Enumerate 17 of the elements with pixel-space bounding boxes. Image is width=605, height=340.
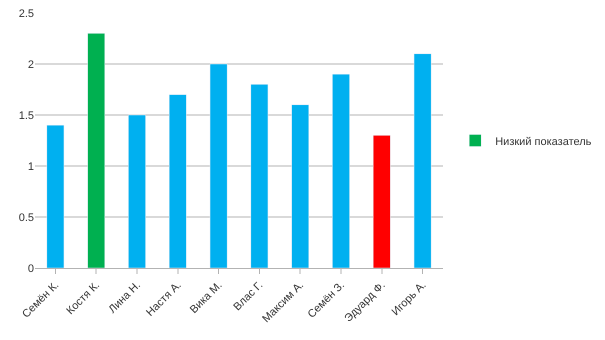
bar (210, 64, 228, 268)
bar (46, 124, 64, 268)
y-tick-label: 1 (28, 160, 34, 173)
bar (250, 84, 268, 268)
bar (414, 54, 432, 268)
bar (291, 104, 310, 268)
bar (128, 114, 146, 268)
bar (372, 135, 391, 268)
legend-label: Низкий показатель (495, 136, 592, 148)
bar (87, 33, 106, 268)
y-tick-label: 2.5 (18, 8, 34, 20)
bar (332, 74, 350, 268)
bar (168, 94, 187, 268)
y-tick-label: 2 (28, 58, 34, 71)
y-tick-label: 0 (28, 262, 34, 275)
y-tick-label: 0.5 (18, 212, 34, 224)
y-tick-label: 1.5 (18, 110, 34, 122)
